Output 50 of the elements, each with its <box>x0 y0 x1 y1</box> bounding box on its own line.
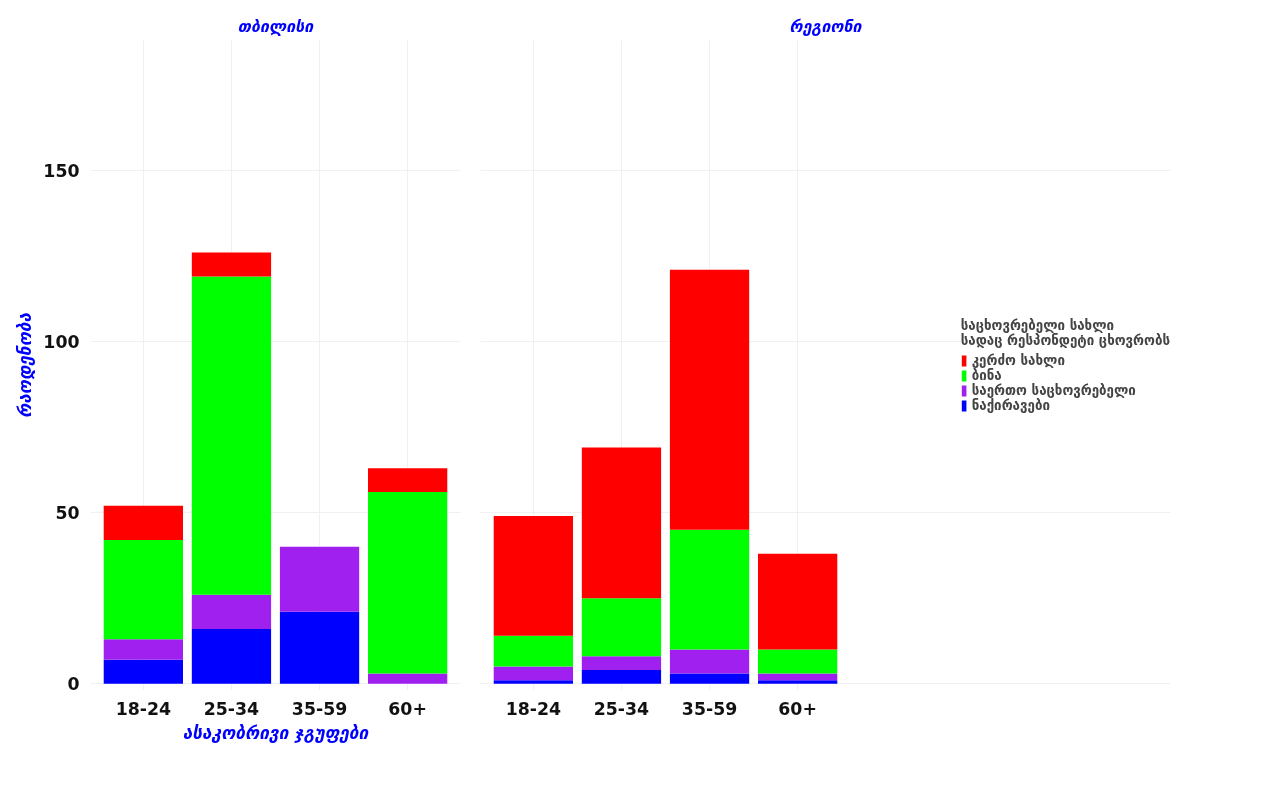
bar <box>191 594 272 629</box>
legend-label: ნაქირავები <box>971 397 1050 413</box>
bar <box>669 529 750 650</box>
bar <box>581 669 662 684</box>
legend-label: ბინა <box>971 367 1002 383</box>
y-axis-title: რაოდენობა <box>15 312 36 419</box>
x-tick-label: 25-34 <box>593 698 650 719</box>
bar <box>368 492 448 674</box>
bar <box>279 546 360 612</box>
bar <box>279 611 360 684</box>
y-tick-label: 150 <box>43 161 80 181</box>
x-tick-label: 25-34 <box>203 698 260 719</box>
bar <box>493 680 573 684</box>
legend-label: კერძო სახლი <box>971 352 1065 368</box>
bar <box>758 553 838 650</box>
bar <box>493 516 573 636</box>
bar <box>103 539 183 640</box>
x-tick-label: 35-59 <box>291 698 348 719</box>
bar <box>103 639 183 660</box>
y-tick-label: 50 <box>55 503 80 524</box>
bar <box>493 666 573 681</box>
x-tick-label: 35-59 <box>681 698 738 719</box>
chart-title: რეგიონი <box>789 16 863 36</box>
x-axis-title: ასაკობრივი ჯგუფები <box>182 722 370 743</box>
bar <box>493 635 573 667</box>
x-tick-label: 60+ <box>388 698 427 719</box>
bar <box>669 673 750 684</box>
bar <box>669 269 750 530</box>
x-tick-label: 18-24 <box>115 698 172 719</box>
y-tick-label: 0 <box>67 674 80 695</box>
legend-label: საერთო საცხოვრებელი <box>971 382 1136 398</box>
bar <box>368 468 448 493</box>
bar <box>191 252 272 277</box>
y-tick-label: 100 <box>43 332 80 353</box>
bar <box>581 447 662 599</box>
bar <box>191 628 272 684</box>
bar <box>758 680 838 684</box>
bar <box>191 276 272 595</box>
bar <box>669 649 750 674</box>
bar <box>758 649 838 674</box>
bar <box>368 673 448 684</box>
x-tick-label: 60+ <box>778 698 817 719</box>
bar <box>581 656 662 670</box>
legend-title: საცხოვრებელი სახლი სადაც რესპონდეტი ცხოვრობს <box>960 317 1170 348</box>
x-tick-label: 18-24 <box>505 698 562 719</box>
bar <box>103 505 183 540</box>
bar <box>581 598 662 657</box>
chart-title: თბილისი <box>237 16 315 36</box>
bar <box>758 673 838 681</box>
bar <box>103 659 183 684</box>
